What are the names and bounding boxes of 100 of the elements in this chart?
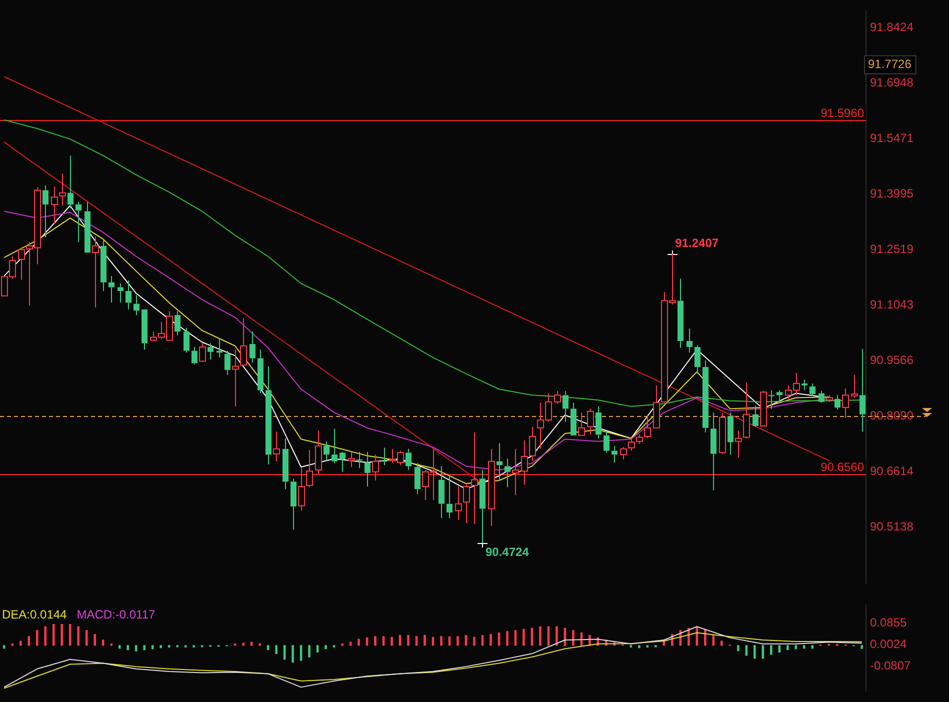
bar (770, 645, 772, 655)
y-tick-label: 91.3995 (870, 186, 914, 200)
annotation: 91.2407 (675, 236, 719, 250)
bar (28, 636, 30, 646)
candlestick (728, 412, 734, 456)
candlestick (596, 406, 602, 439)
ref-line-label: 91.5960 (820, 106, 864, 120)
candlestick (768, 390, 774, 410)
bar (308, 645, 310, 658)
bar (94, 634, 96, 646)
y-tick-label: 91.8424 (870, 20, 914, 34)
bar (860, 645, 864, 649)
bar (192, 645, 195, 648)
ref-line-label: 90.6560 (820, 460, 864, 474)
candlestick (694, 344, 700, 374)
candlestick (324, 440, 330, 462)
y-tick-label: 91.5471 (870, 130, 914, 145)
candlestick (192, 346, 198, 365)
bar (85, 630, 88, 646)
annotation: DEA:0.0144 (2, 608, 68, 622)
candlestick (802, 379, 808, 391)
candlestick (134, 294, 140, 316)
bar (737, 645, 740, 652)
candlestick (76, 201, 82, 243)
candlestick (142, 309, 148, 350)
candlestick (108, 275, 114, 304)
y-tick-label: 91.1043 (870, 297, 914, 312)
bar (36, 630, 38, 646)
bar (498, 632, 500, 646)
bar (720, 640, 723, 646)
bar (490, 634, 492, 646)
candlestick (570, 402, 576, 436)
candlestick (710, 412, 716, 491)
bar (481, 635, 484, 646)
candlestick (776, 390, 782, 402)
bar (539, 626, 542, 646)
bar (440, 636, 442, 646)
candlestick (126, 280, 132, 310)
bar (390, 636, 393, 646)
bar (184, 645, 187, 648)
bar (786, 645, 789, 650)
candlestick (118, 282, 124, 304)
candlestick (604, 431, 610, 454)
bar (250, 642, 253, 646)
bar (168, 645, 170, 648)
bar (556, 626, 558, 646)
candlestick (496, 442, 502, 482)
candlestick (382, 447, 388, 466)
y-tick-label: 91.2519 (870, 242, 914, 256)
bar (630, 645, 632, 648)
bar (160, 645, 162, 648)
bar (745, 645, 748, 656)
y-tick-label: 90.5138 (870, 520, 914, 534)
bar (258, 643, 261, 646)
candlestick (266, 366, 272, 465)
candlestick (250, 331, 256, 363)
candlestick (68, 155, 74, 209)
candlestick (332, 428, 338, 464)
text: 91.7726 (868, 57, 912, 72)
bar (646, 645, 649, 648)
bar (424, 635, 426, 646)
y-tick-label: -0.0807 (870, 658, 912, 673)
bar (102, 640, 104, 646)
bar (415, 636, 418, 646)
bar (332, 645, 336, 648)
bar (19, 640, 22, 646)
candlestick (438, 466, 444, 519)
bar (638, 645, 640, 648)
candlestick (282, 438, 288, 490)
bar (456, 636, 459, 646)
y-tick-label: 91.6948 (870, 75, 914, 90)
bar (275, 645, 278, 654)
bar (374, 636, 376, 646)
bar (134, 645, 138, 652)
candlestick (414, 462, 420, 495)
bar (514, 630, 517, 646)
candlestick (174, 310, 180, 336)
bar (44, 626, 46, 646)
bar (464, 635, 468, 646)
bar (407, 635, 410, 646)
annotation: MACD:-0.0117 (76, 608, 156, 622)
candlestick (364, 451, 370, 488)
candlestick (446, 476, 452, 519)
candlestick (84, 201, 90, 253)
bar (324, 645, 327, 650)
bar (143, 645, 146, 650)
bar (506, 631, 508, 646)
bar (292, 645, 294, 663)
candlestick (752, 405, 758, 428)
candlestick (562, 390, 568, 422)
bar (2, 645, 6, 649)
bar (522, 628, 525, 646)
y-tick-label: 0.0024 (870, 637, 908, 652)
candlestick (224, 350, 230, 376)
annotation: 90.4724 (485, 545, 530, 560)
bar (77, 626, 80, 646)
candlestick (686, 328, 692, 354)
candlestick (208, 342, 214, 360)
bar (382, 636, 385, 646)
y-tick-label: 90.6614 (870, 464, 914, 478)
